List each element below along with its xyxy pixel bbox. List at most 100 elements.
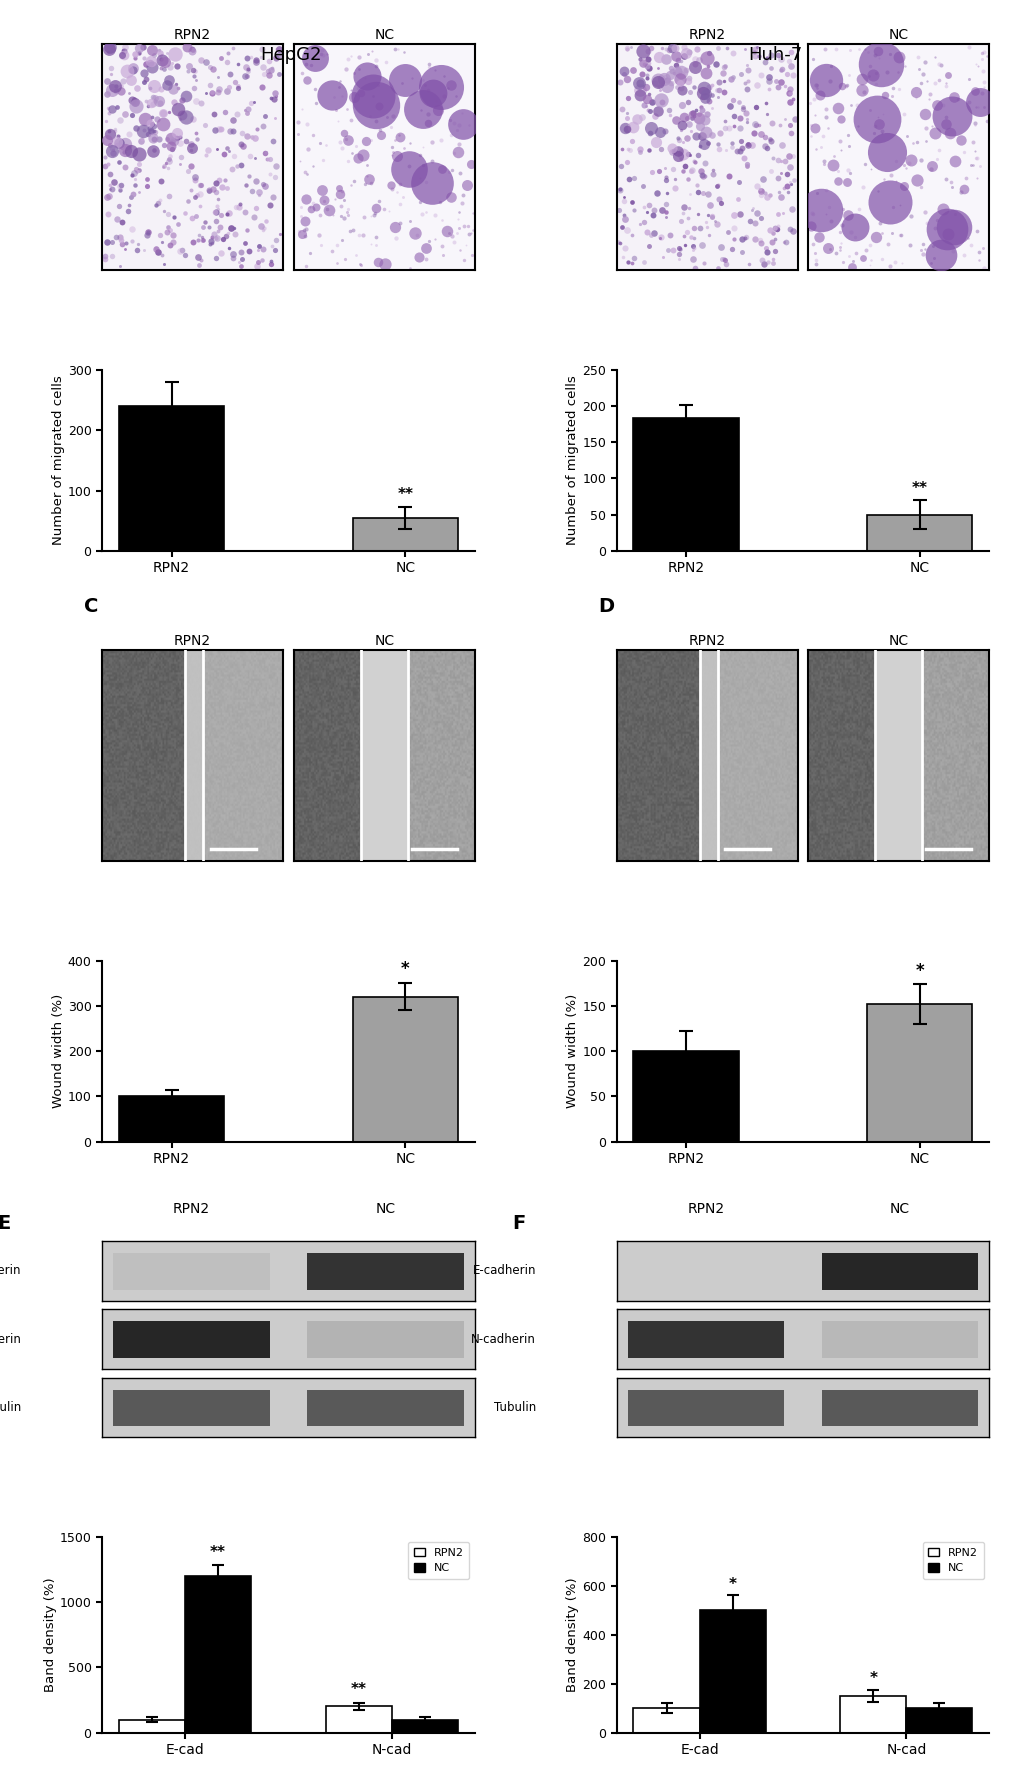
Point <box>718 34 735 62</box>
Point <box>614 242 631 271</box>
Point <box>125 85 142 113</box>
Point <box>614 57 631 85</box>
Point <box>975 94 991 122</box>
Point <box>100 150 116 179</box>
Point <box>968 217 984 246</box>
Point <box>891 44 907 72</box>
Point <box>208 207 224 235</box>
Point <box>832 136 848 164</box>
Point <box>916 99 932 127</box>
Point <box>621 164 637 193</box>
Point <box>128 157 145 186</box>
Point <box>238 122 255 150</box>
Point <box>610 175 627 203</box>
Bar <box>325 1706 391 1733</box>
Point <box>737 223 753 251</box>
Point <box>657 189 674 217</box>
Point <box>198 80 214 108</box>
Point <box>804 200 820 228</box>
Point <box>755 249 771 278</box>
Point <box>98 106 114 134</box>
Point <box>220 39 236 67</box>
Point <box>696 85 712 113</box>
Point <box>454 180 471 209</box>
Point <box>239 55 256 83</box>
Point <box>202 53 218 81</box>
Point <box>766 237 783 265</box>
Point <box>232 251 249 279</box>
Point <box>699 179 715 207</box>
Point <box>298 50 314 78</box>
Point <box>141 120 157 149</box>
Point <box>892 191 908 219</box>
Point <box>726 111 742 140</box>
Point <box>420 226 436 255</box>
Point <box>811 81 827 110</box>
Point <box>251 180 267 209</box>
Point <box>124 180 141 209</box>
Point <box>846 212 862 240</box>
Point <box>364 81 380 110</box>
Point <box>432 189 448 217</box>
Point <box>144 103 160 131</box>
Text: E: E <box>0 1215 11 1234</box>
Point <box>810 223 826 251</box>
Point <box>685 235 701 263</box>
Point <box>211 76 227 104</box>
Point <box>159 217 175 246</box>
Point <box>453 189 470 217</box>
Point <box>782 152 798 180</box>
Point <box>660 95 677 124</box>
Point <box>758 134 774 163</box>
Point <box>785 141 801 170</box>
Point <box>771 111 788 140</box>
Bar <box>307 1321 464 1358</box>
Point <box>232 152 249 180</box>
Point <box>207 198 223 226</box>
Point <box>133 127 150 156</box>
Point <box>116 136 132 164</box>
Point <box>208 198 224 226</box>
Point <box>908 166 924 194</box>
Point <box>162 232 178 260</box>
Point <box>619 104 635 133</box>
Point <box>395 134 412 163</box>
Point <box>703 71 719 99</box>
Point <box>113 230 129 258</box>
Point <box>952 179 968 207</box>
Point <box>802 88 818 117</box>
Title: NC: NC <box>374 28 394 42</box>
Point <box>183 37 200 65</box>
Point <box>443 223 460 251</box>
Point <box>139 171 155 200</box>
Point <box>662 69 679 97</box>
Point <box>424 168 440 196</box>
Point <box>323 237 339 265</box>
Point <box>434 154 450 182</box>
Point <box>868 104 884 133</box>
Text: HepG2: HepG2 <box>260 46 321 64</box>
Point <box>202 71 218 99</box>
Point <box>634 171 650 200</box>
Point <box>401 255 418 283</box>
Point <box>112 226 128 255</box>
Point <box>610 196 627 225</box>
Point <box>443 184 460 212</box>
Point <box>699 129 715 157</box>
Point <box>377 48 393 76</box>
Point <box>350 145 366 173</box>
Point <box>186 57 203 85</box>
Point <box>750 42 766 71</box>
Point <box>172 104 189 133</box>
Point <box>225 34 242 62</box>
Point <box>256 60 272 88</box>
Point <box>146 117 162 145</box>
Point <box>419 76 435 104</box>
Bar <box>627 1254 784 1291</box>
Point <box>814 147 830 175</box>
Point <box>656 154 673 182</box>
Point <box>162 53 178 81</box>
Point <box>303 194 319 223</box>
Point <box>200 136 216 164</box>
Point <box>840 202 856 230</box>
